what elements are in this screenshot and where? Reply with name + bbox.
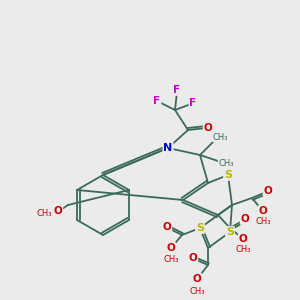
Text: O: O xyxy=(264,186,272,196)
Text: CH₃: CH₃ xyxy=(212,133,228,142)
Text: F: F xyxy=(173,85,181,95)
Text: CH₃: CH₃ xyxy=(255,218,271,226)
Text: O: O xyxy=(167,243,176,253)
Text: F: F xyxy=(189,98,197,108)
Text: CH₃: CH₃ xyxy=(235,245,251,254)
Text: CH₃: CH₃ xyxy=(163,256,179,265)
Text: S: S xyxy=(226,227,234,237)
Text: O: O xyxy=(54,206,62,216)
Text: F: F xyxy=(153,96,161,106)
Text: CH₃: CH₃ xyxy=(189,287,205,296)
Text: O: O xyxy=(259,206,267,216)
Text: O: O xyxy=(241,214,249,224)
Text: CH₃: CH₃ xyxy=(36,208,52,217)
Text: S: S xyxy=(196,223,204,233)
Text: O: O xyxy=(193,274,201,284)
Text: N: N xyxy=(164,143,172,153)
Text: O: O xyxy=(189,253,197,263)
Text: CH₃: CH₃ xyxy=(218,160,234,169)
Text: O: O xyxy=(238,234,247,244)
Text: S: S xyxy=(224,170,232,180)
Text: O: O xyxy=(163,222,171,232)
Text: O: O xyxy=(204,123,212,133)
